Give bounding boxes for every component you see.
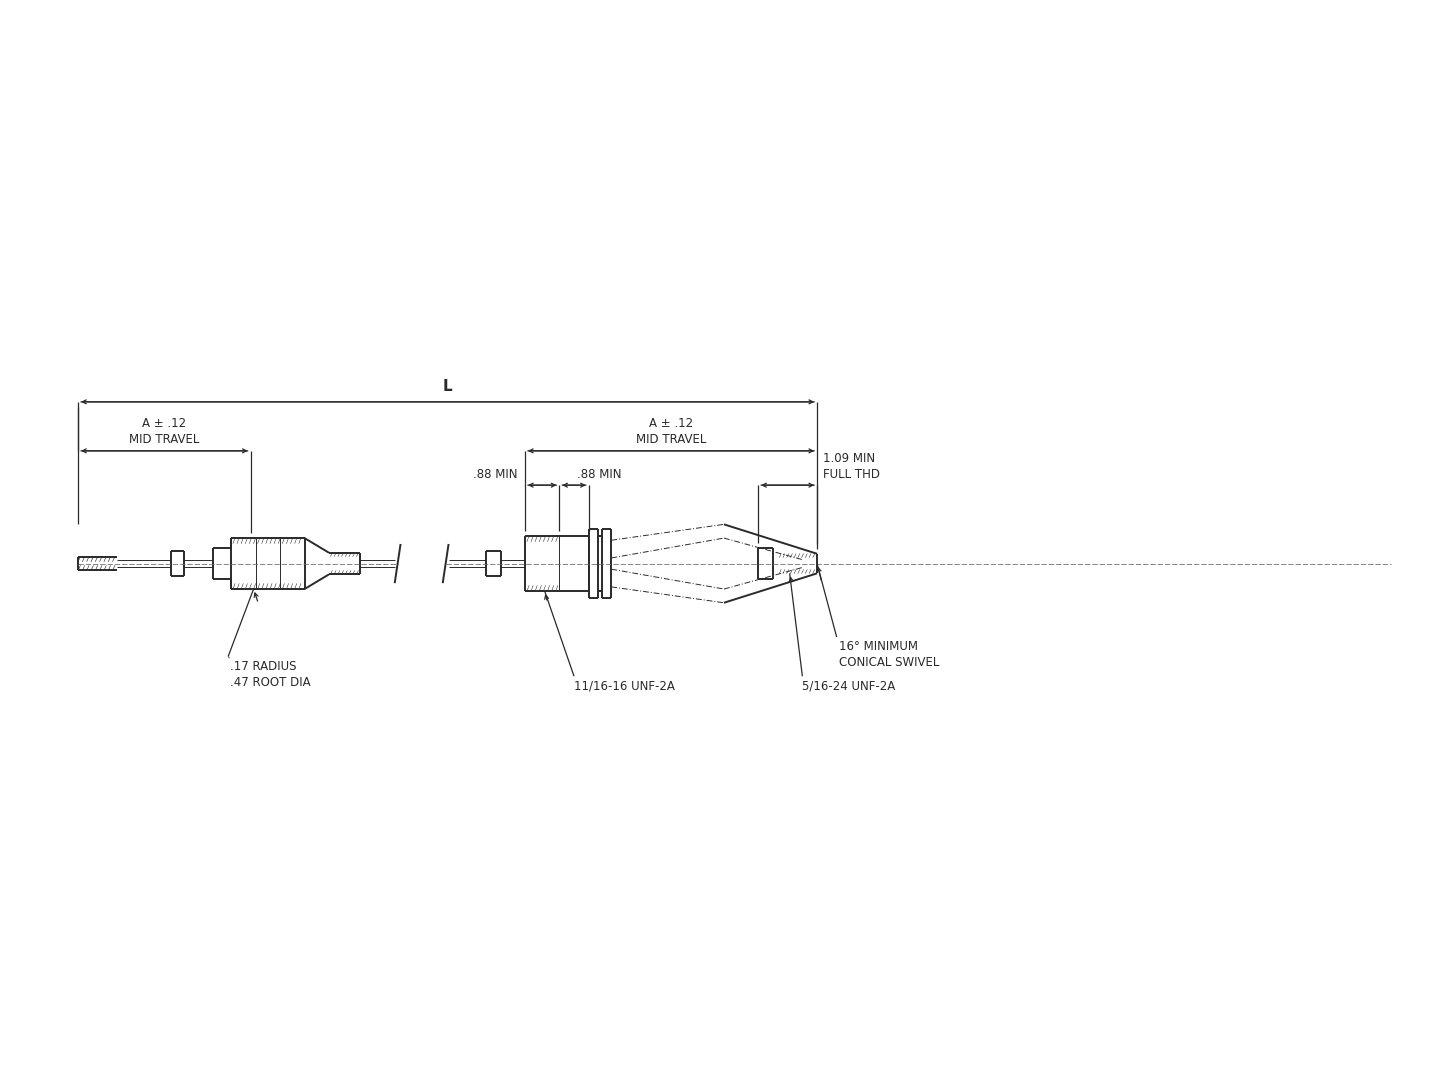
Text: 11/16-16 UNF-2A: 11/16-16 UNF-2A <box>574 680 675 693</box>
Text: 5/16-24 UNF-2A: 5/16-24 UNF-2A <box>802 680 896 693</box>
Text: .88 MIN: .88 MIN <box>473 468 517 481</box>
Text: A ± .12
MID TRAVEL: A ± .12 MID TRAVEL <box>129 417 199 446</box>
Text: L: L <box>442 379 452 393</box>
Text: 1.09 MIN
FULL THD: 1.09 MIN FULL THD <box>824 452 880 481</box>
Text: .88 MIN: .88 MIN <box>577 468 621 481</box>
Text: A ± .12
MID TRAVEL: A ± .12 MID TRAVEL <box>636 417 707 446</box>
Text: 16° MINIMUM
CONICAL SWIVEL: 16° MINIMUM CONICAL SWIVEL <box>838 640 939 669</box>
Text: .17 RADIUS
.47 ROOT DIA: .17 RADIUS .47 ROOT DIA <box>230 659 311 688</box>
